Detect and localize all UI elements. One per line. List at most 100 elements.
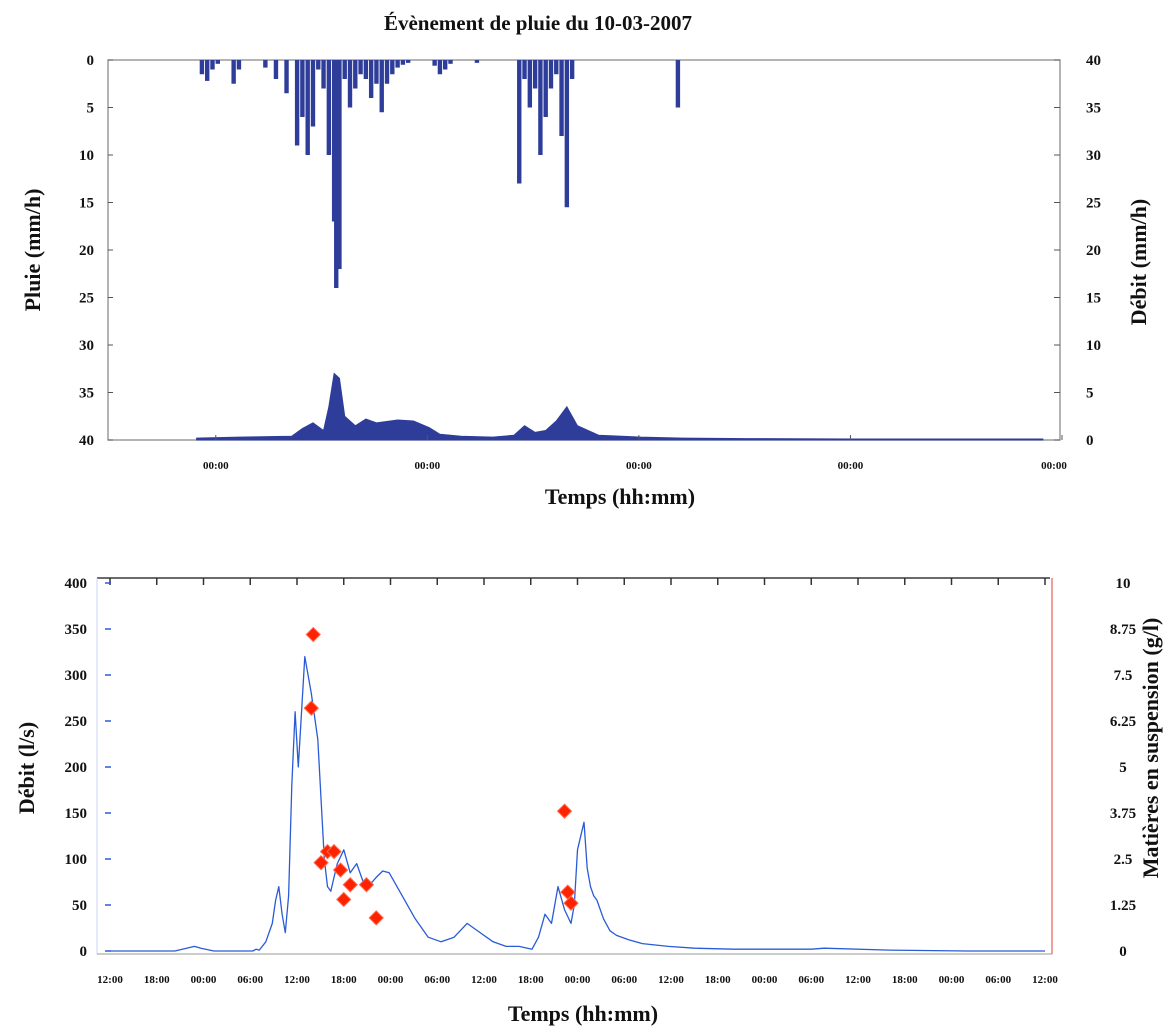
rain-bar: [405, 60, 411, 63]
right-tick-label: 20: [1086, 243, 1101, 259]
flow-right-axis-label: Matières en suspension (g/l): [1138, 618, 1163, 879]
rain-bar: [363, 60, 369, 79]
right-tick-label: 30: [1086, 148, 1101, 164]
flow-series: [110, 655, 1045, 952]
mes-point: [303, 700, 319, 716]
mes-point: [556, 803, 573, 819]
rain-bar: [548, 60, 554, 89]
right-tick-label: 3.75: [1110, 806, 1136, 822]
right-tick-label: 5: [1086, 386, 1094, 402]
x-tick-label: 18:00: [518, 974, 544, 986]
left-tick-label: 5: [87, 101, 95, 117]
flow-left-ticks: 0 50 100 150 200 250 300 350 400: [65, 576, 111, 960]
rain-right-ticks: 40 35 30 25 20 15 10 5 0: [1054, 53, 1101, 449]
rain-bar: [334, 60, 339, 288]
rain-bar: [337, 60, 342, 269]
left-tick-label: 35: [79, 386, 94, 402]
rain-series: [199, 60, 681, 288]
rain-bar: [353, 60, 358, 89]
rain-bar: [564, 60, 570, 208]
rain-bar: [675, 60, 681, 108]
left-tick-label: 0: [80, 944, 88, 960]
mes-point: [342, 877, 358, 893]
rain-bar: [569, 60, 575, 79]
x-tick-label: 00:00: [1041, 460, 1067, 472]
rain-bar: [522, 60, 527, 79]
mes-point: [368, 910, 384, 926]
left-tick-label: 30: [79, 338, 94, 354]
discharge-series: [196, 372, 1044, 441]
rain-bar: [390, 60, 395, 75]
rain-bar: [384, 60, 390, 84]
rain-bar: [215, 60, 220, 64]
right-tick-label: 5: [1119, 760, 1127, 776]
flow-chart: 0 50 100 150 200 250 300 350 400 0 1.25 2.5 3.75 5 6.…: [14, 576, 1163, 1026]
mes-series: [303, 626, 579, 926]
x-tick-label: 06:00: [237, 974, 263, 986]
right-tick-label: 1.25: [1110, 898, 1136, 914]
mes-point: [358, 877, 375, 893]
x-tick-label: 00:00: [203, 460, 229, 472]
right-tick-label: 35: [1086, 101, 1101, 117]
discharge-area: [196, 372, 1044, 441]
rain-bar: [347, 60, 353, 108]
rain-bar: [199, 60, 205, 75]
flow-x-ticks: 12:00 18:00 00:00 06:00 12:00 18:00 00:00 06:00…: [97, 974, 1058, 986]
mes-point: [305, 626, 321, 643]
flow-top-ticks: [109, 578, 1046, 585]
mes-point: [560, 884, 576, 900]
rain-bar: [379, 60, 384, 113]
rain-bar: [273, 60, 279, 79]
right-tick-label: 0: [1086, 433, 1094, 449]
rain-bar: [236, 60, 242, 70]
x-tick-label: 00:00: [838, 460, 864, 472]
x-tick-label: 00:00: [378, 974, 404, 986]
rain-bar: [443, 60, 448, 70]
rain-bar: [321, 60, 326, 89]
left-tick-label: 100: [65, 852, 88, 868]
rain-bar: [527, 60, 533, 108]
x-tick-label: 18:00: [331, 974, 357, 986]
left-tick-label: 50: [72, 898, 87, 914]
x-tick-label: 00:00: [565, 974, 591, 986]
rain-bar: [368, 60, 374, 98]
rain-bar: [231, 60, 236, 84]
rain-left-ticks: 0 5 10 15 20 25 30 35 40: [79, 53, 113, 449]
rain-bar: [559, 60, 564, 136]
right-tick-label: 15: [1086, 291, 1101, 307]
right-tick-label: 0: [1119, 944, 1127, 960]
x-tick-label: 12:00: [658, 974, 684, 986]
rain-x-ticks: 00:00 00:00 00:00 00:00 00:00: [203, 435, 1067, 472]
left-tick-label: 40: [79, 433, 94, 449]
left-tick-label: 200: [65, 760, 88, 776]
x-tick-label: 12:00: [471, 974, 497, 986]
mes-point: [332, 862, 349, 878]
rain-right-axis-label: Débit (mm/h): [1126, 199, 1151, 325]
x-tick-label: 06:00: [798, 974, 824, 986]
x-tick-label: 00:00: [939, 974, 965, 986]
right-tick-label: 6.25: [1110, 714, 1136, 730]
rain-bar: [263, 60, 268, 68]
x-tick-label: 00:00: [191, 974, 217, 986]
right-tick-label: 10: [1086, 338, 1101, 354]
flow-right-ticks: 0 1.25 2.5 3.75 5 6.25 7.5 8.75 10: [1110, 576, 1136, 960]
mes-point: [326, 843, 342, 860]
x-tick-label: 06:00: [424, 974, 450, 986]
x-tick-label: 12:00: [97, 974, 123, 986]
rain-bar: [210, 60, 215, 70]
x-tick-label: 12:00: [1032, 974, 1058, 986]
flow-left-axis-label: Débit (l/s): [14, 722, 39, 814]
left-tick-label: 250: [65, 714, 88, 730]
rain-bar: [538, 60, 543, 155]
x-tick-label: 06:00: [985, 974, 1011, 986]
right-tick-label: 10: [1116, 576, 1131, 592]
x-tick-label: 12:00: [845, 974, 871, 986]
rain-bar: [448, 60, 453, 64]
rain-bar: [400, 60, 406, 65]
x-tick-label: 12:00: [284, 974, 310, 986]
x-tick-label: 00:00: [752, 974, 778, 986]
rain-bar: [305, 60, 310, 155]
mes-point: [336, 891, 352, 908]
left-tick-label: 350: [65, 622, 88, 638]
x-tick-label: 06:00: [611, 974, 637, 986]
